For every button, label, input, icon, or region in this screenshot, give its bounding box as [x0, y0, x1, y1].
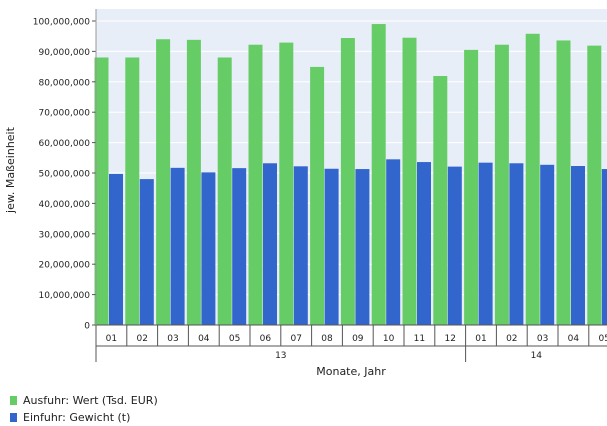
x-tick-label: 08: [321, 334, 333, 344]
legend-label-einfuhr: Einfuhr: Gewicht (t): [23, 411, 130, 424]
bar-ausfuhr-11: [403, 38, 417, 325]
x-tick-label: 05: [229, 334, 240, 344]
bar-einfuhr-11: [417, 162, 431, 325]
bar-einfuhr-14: [509, 163, 523, 325]
bar-ausfuhr-4: [187, 40, 201, 325]
year-label: 13: [275, 351, 286, 361]
y-tick-label: 70,000,000: [38, 109, 90, 119]
y-tick-label: 20,000,000: [38, 261, 90, 271]
bar-ausfuhr-17: [587, 46, 601, 325]
bar-ausfuhr-3: [156, 39, 170, 325]
y-tick-label: 90,000,000: [38, 48, 90, 58]
bar-ausfuhr-13: [464, 50, 478, 325]
bar-ausfuhr-14: [495, 45, 509, 325]
year-label: 14: [531, 351, 543, 361]
legend-swatch-einfuhr: [10, 413, 17, 422]
x-tick-label: 07: [290, 334, 301, 344]
bar-einfuhr-1: [109, 174, 123, 325]
bar-ausfuhr-1: [95, 57, 109, 325]
legend-swatch-ausfuhr: [10, 396, 17, 405]
bar-einfuhr-16: [571, 166, 585, 325]
y-tick-label: 60,000,000: [38, 139, 90, 149]
x-tick-label: 11: [414, 334, 425, 344]
bar-einfuhr-4: [201, 172, 215, 325]
legend-item-einfuhr: Einfuhr: Gewicht (t): [10, 409, 158, 426]
bar-einfuhr-3: [171, 168, 185, 325]
x-tick-label: 02: [506, 334, 517, 344]
x-tick-label: 02: [136, 334, 147, 344]
bar-ausfuhr-9: [341, 38, 355, 325]
bar-einfuhr-10: [386, 159, 400, 325]
legend: Ausfuhr: Wert (Tsd. EUR) Einfuhr: Gewich…: [10, 392, 158, 426]
bar-ausfuhr-8: [310, 67, 324, 325]
x-tick-label: 03: [537, 334, 548, 344]
bar-einfuhr-17: [602, 169, 607, 325]
x-tick-label: 05: [598, 334, 607, 344]
x-tick-label: 09: [352, 334, 364, 344]
bar-ausfuhr-5: [218, 57, 232, 325]
bar-ausfuhr-16: [557, 40, 571, 325]
bar-ausfuhr-12: [433, 76, 447, 325]
bar-ausfuhr-15: [526, 34, 540, 325]
y-tick-label: 100,000,000: [33, 18, 91, 28]
bar-ausfuhr-2: [125, 57, 139, 325]
bar-einfuhr-2: [140, 179, 154, 325]
x-tick-label: 03: [167, 334, 178, 344]
x-tick-label: 04: [198, 334, 210, 344]
x-tick-label: 06: [260, 334, 272, 344]
y-tick-label: 10,000,000: [38, 291, 90, 301]
bar-ausfuhr-7: [279, 43, 293, 325]
y-tick-label: 30,000,000: [38, 230, 90, 240]
legend-item-ausfuhr: Ausfuhr: Wert (Tsd. EUR): [10, 392, 158, 409]
bar-einfuhr-8: [325, 169, 339, 325]
bar-einfuhr-15: [540, 165, 554, 325]
legend-label-ausfuhr: Ausfuhr: Wert (Tsd. EUR): [23, 394, 158, 407]
x-tick-label: 12: [444, 334, 455, 344]
y-tick-label: 40,000,000: [38, 200, 90, 210]
x-tick-label: 01: [475, 334, 486, 344]
y-tick-label: 50,000,000: [38, 170, 90, 180]
x-axis-label: Monate, Jahr: [316, 365, 386, 378]
bar-ausfuhr-6: [249, 45, 263, 325]
bar-einfuhr-6: [263, 163, 277, 325]
y-tick-label: 0: [84, 322, 90, 332]
x-tick-label: 04: [568, 334, 580, 344]
bar-einfuhr-12: [448, 167, 462, 325]
bar-ausfuhr-10: [372, 24, 386, 325]
y-axis-label: jew. Maßeinheit: [4, 126, 17, 214]
bar-einfuhr-9: [355, 169, 369, 325]
y-tick-label: 80,000,000: [38, 78, 90, 88]
bar-einfuhr-13: [479, 163, 493, 325]
bar-einfuhr-7: [294, 166, 308, 325]
bar-einfuhr-5: [232, 168, 246, 325]
x-tick-label: 10: [383, 334, 395, 344]
x-tick-label: 01: [106, 334, 117, 344]
